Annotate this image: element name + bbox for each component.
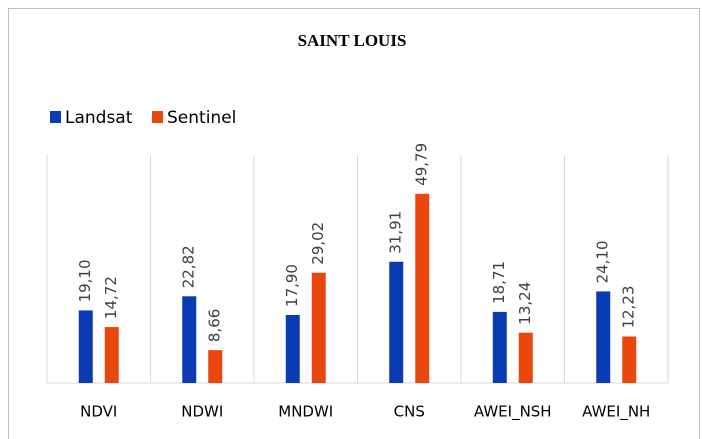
bar [622, 336, 637, 383]
data-label: 12,23 [620, 286, 638, 329]
legend-swatch [152, 111, 163, 123]
data-label: 22,82 [180, 245, 198, 288]
data-label: 24,10 [594, 240, 612, 283]
bar [285, 314, 300, 383]
bar [208, 350, 223, 383]
legend-swatch [50, 111, 61, 123]
data-label: 29,02 [309, 222, 327, 265]
legend-label: Landsat [65, 108, 133, 128]
bar [104, 327, 119, 383]
data-label: 19,10 [76, 259, 94, 302]
x-tick-label: NDVI [80, 403, 117, 421]
x-tick-label: NDWI [181, 403, 223, 421]
data-label: 49,79 [413, 143, 431, 186]
bar [182, 296, 197, 383]
x-tick-label: MNDWI [278, 403, 333, 421]
data-label: 18,71 [490, 261, 508, 304]
data-label: 17,90 [283, 264, 301, 307]
data-label: 14,72 [102, 276, 120, 319]
bar [492, 311, 507, 383]
legend-label: Sentinel [167, 108, 236, 128]
x-tick-label: AWEI_NH [582, 403, 650, 422]
x-tick-label: AWEI_NSH [474, 403, 552, 422]
bar [596, 291, 611, 383]
data-label: 13,24 [516, 282, 534, 325]
bar [389, 261, 404, 383]
x-tick-label: CNS [394, 403, 425, 421]
chart-frame [8, 8, 700, 439]
bar [518, 332, 533, 383]
bar [311, 272, 326, 383]
data-label: 31,91 [387, 211, 405, 254]
bar [415, 193, 430, 383]
data-label: 8,66 [206, 309, 224, 342]
chart-title: SAINT LOUIS [298, 31, 407, 50]
bar [78, 310, 93, 383]
